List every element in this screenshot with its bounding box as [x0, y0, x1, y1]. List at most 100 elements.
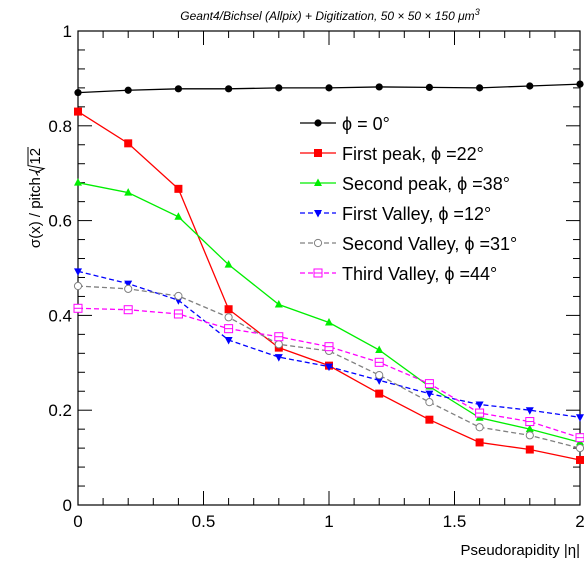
data-point [325, 318, 333, 326]
data-point [425, 398, 434, 407]
data-point [375, 371, 384, 380]
data-point [475, 438, 484, 447]
data-point [425, 415, 434, 424]
data-point [525, 417, 535, 427]
series-2 [74, 178, 584, 446]
series-1 [74, 107, 584, 464]
y-tick-label: 0 [63, 496, 72, 515]
data-point [274, 340, 283, 349]
data-point [525, 407, 534, 415]
data-point [224, 337, 233, 345]
series-line [77, 307, 581, 439]
legend-entry: ϕ = 0° [300, 114, 390, 134]
data-point [123, 305, 133, 315]
legend: ϕ = 0° First peak, ϕ =22° Second peak, ϕ =… [300, 114, 517, 284]
data-point [124, 284, 133, 293]
legend-entry: Second peak, ϕ =38° [300, 174, 510, 194]
legend-label: Second Valley, ϕ =31° [342, 234, 517, 254]
data-point [174, 184, 183, 193]
x-tick-label: 0.5 [192, 512, 216, 531]
series-line [77, 285, 581, 449]
data-point [374, 357, 384, 367]
data-point [73, 303, 83, 313]
data-point [74, 107, 82, 116]
data-point [224, 260, 233, 268]
series-group [73, 80, 584, 464]
data-point [275, 84, 283, 92]
data-point [375, 389, 384, 398]
data-point [174, 85, 182, 93]
data-point [375, 345, 384, 354]
data-point [325, 84, 333, 92]
y-tick-label: 1 [63, 22, 72, 41]
plot-border [77, 30, 581, 506]
data-point [224, 305, 233, 314]
data-point [526, 82, 534, 90]
data-point [475, 423, 484, 432]
data-point [476, 84, 484, 92]
data-point [124, 86, 132, 94]
axis-ticks: 0 0.5 1 1.5 2 0 0.2 0.4 0.6 0.8 1 [48, 22, 584, 531]
data-point [74, 89, 82, 97]
data-point [225, 85, 233, 93]
data-point [124, 139, 133, 148]
legend-label: Second peak, ϕ =38° [342, 174, 510, 194]
data-point [525, 424, 534, 433]
y-tick-label: 0.2 [48, 401, 72, 420]
data-point [124, 280, 133, 289]
legend-marker [314, 178, 322, 186]
data-point [174, 291, 183, 301]
x-tick-label: 1.5 [443, 512, 467, 531]
y-tick-label: 0.6 [48, 212, 72, 231]
series-0 [74, 80, 584, 97]
legend-label: First Valley, ϕ =12° [342, 204, 491, 224]
data-point [274, 354, 283, 362]
data-point [173, 309, 183, 319]
legend-marker [314, 210, 322, 218]
data-point [274, 299, 283, 308]
legend-marker [313, 268, 323, 278]
data-point [424, 379, 434, 389]
series-line [77, 111, 581, 461]
chart-title: Geant4/Bichsel (Allpix) + Digitization, … [180, 7, 479, 23]
legend-label: First peak, ϕ =22° [342, 144, 484, 164]
legend-label: Third Valley, ϕ =44° [342, 264, 497, 284]
data-point [224, 313, 233, 322]
data-point [475, 401, 484, 410]
data-point [274, 332, 284, 342]
y-axis-title: σ(x) / pitch / 12 [27, 146, 46, 248]
x-tick-label: 2 [575, 512, 584, 531]
x-tick-label: 1 [324, 512, 333, 531]
series-line [77, 182, 581, 444]
data-point [576, 80, 584, 88]
legend-entry: First Valley, ϕ =12° [300, 204, 491, 224]
data-point [174, 212, 183, 220]
data-point [576, 414, 584, 422]
data-point [325, 363, 333, 372]
y-axis-title-sqrt: 12 [27, 148, 44, 165]
data-point [74, 268, 82, 276]
sqrt-sign [27, 146, 46, 176]
data-point [425, 390, 434, 399]
legend-marker [313, 238, 323, 248]
legend-marker [314, 149, 322, 157]
data-point [375, 377, 384, 385]
legend-entry: Second Valley, ϕ =31° [300, 234, 517, 254]
series-5 [73, 303, 584, 443]
y-tick-label: 0.8 [48, 117, 72, 136]
data-point [525, 431, 534, 440]
data-point [525, 445, 534, 454]
data-point [124, 188, 133, 196]
legend-entry: Third Valley, ϕ =44° [300, 264, 497, 284]
legend-marker [314, 119, 322, 127]
data-point [576, 455, 584, 464]
data-point [375, 83, 383, 91]
data-point [324, 342, 334, 352]
data-point [224, 324, 234, 334]
legend-label: ϕ = 0° [342, 114, 390, 134]
data-point [73, 281, 83, 291]
legend-entry: First peak, ϕ =22° [300, 144, 484, 164]
data-point [575, 433, 584, 443]
y-axis-title-main: σ(x) / pitch / [27, 165, 44, 248]
